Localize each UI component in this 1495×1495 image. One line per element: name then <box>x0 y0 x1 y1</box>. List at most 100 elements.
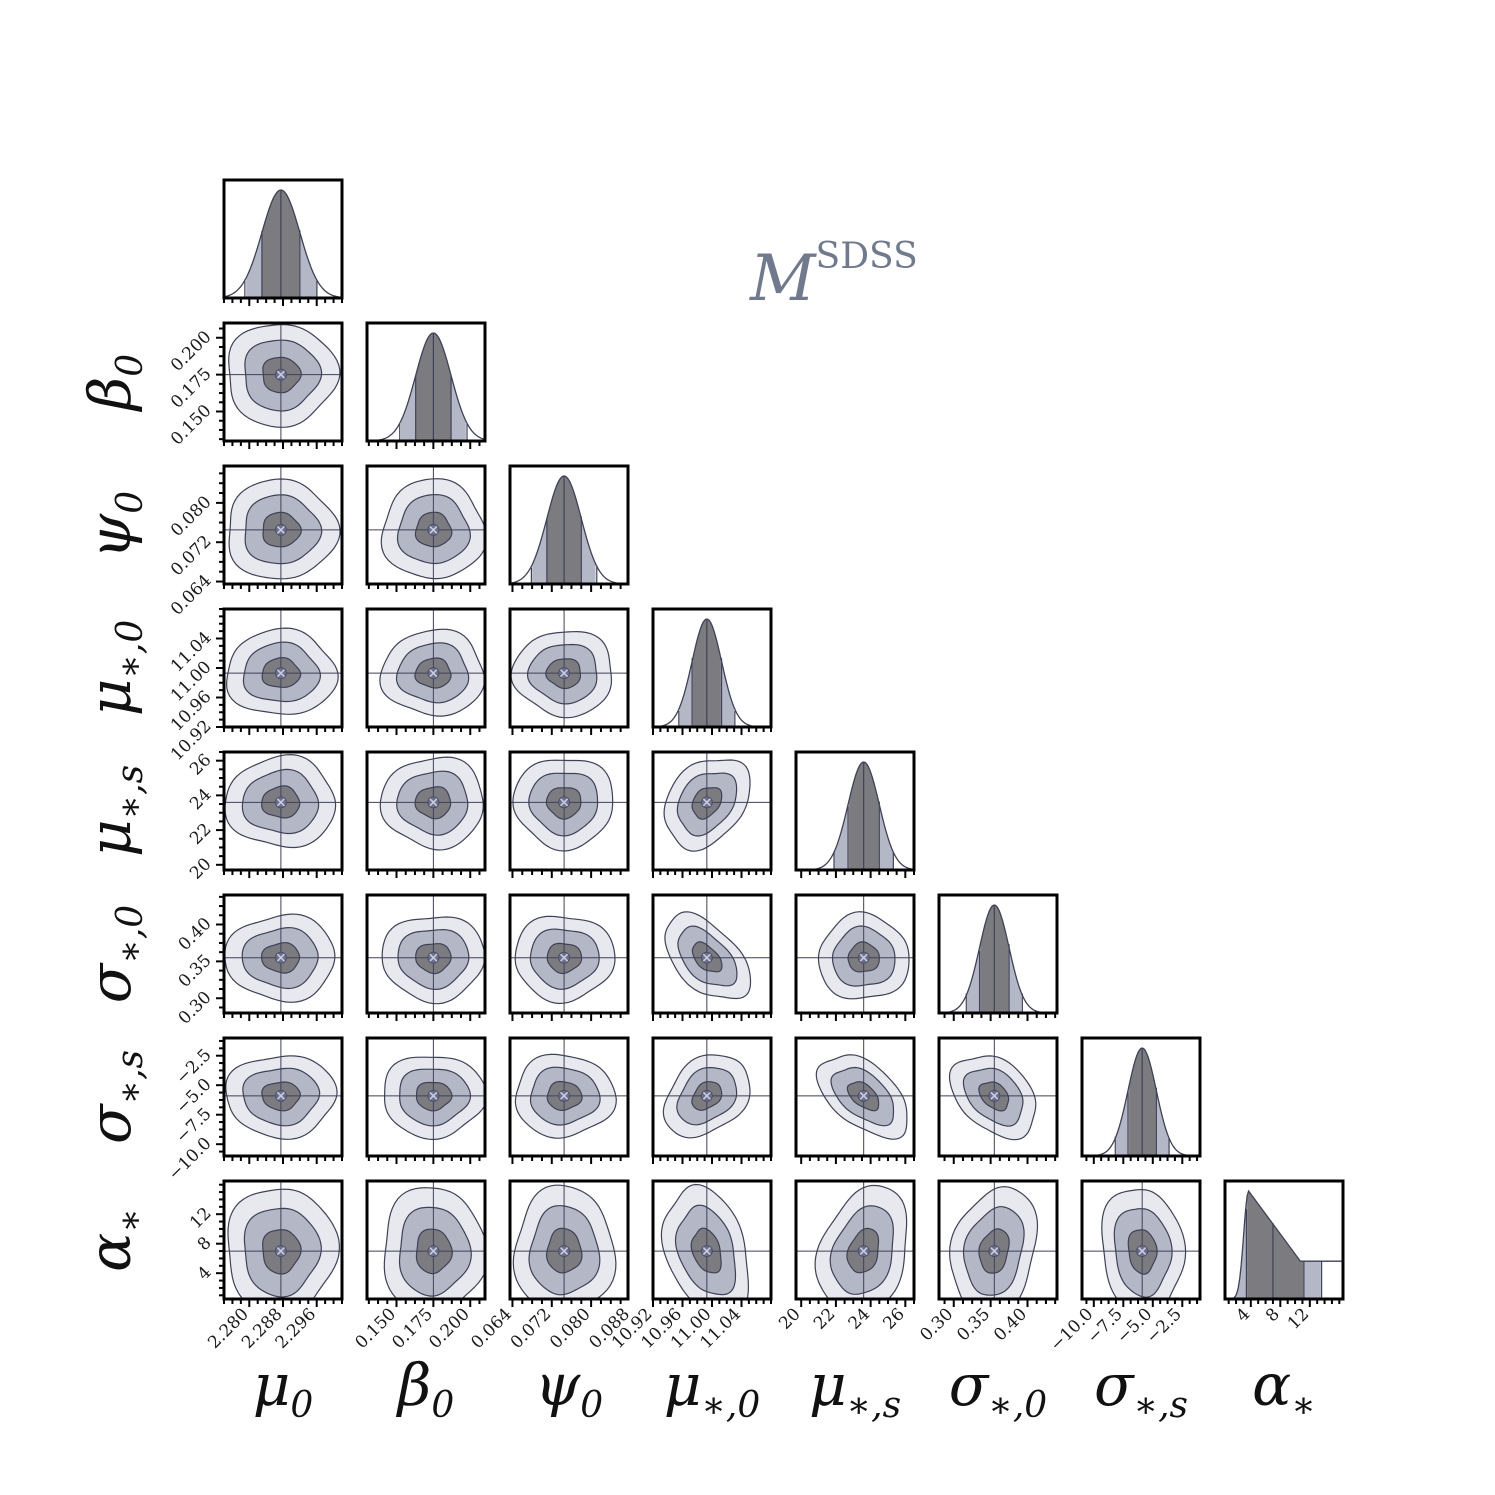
contour-panel-7-6 <box>1080 1179 1202 1307</box>
y-tick-label: 0.200 <box>167 327 216 376</box>
truth-marker-cross <box>990 1091 999 1100</box>
contour-panel-4-3 <box>651 750 773 878</box>
truth-marker-cross <box>859 953 868 962</box>
y-axis-label: ψ0 <box>76 491 151 559</box>
y-axis-label: μ∗,0 <box>76 620 151 717</box>
contour-panel-7-5 <box>937 1179 1059 1307</box>
x-tick-label: 0.150 <box>351 1304 400 1353</box>
x-axis-label-symbol: μ <box>809 1351 847 1419</box>
y-axis-label-symbol: ψ <box>76 513 144 559</box>
panel-frame <box>508 464 630 586</box>
truth-marker-cross <box>560 798 569 807</box>
x-tick-label: 22 <box>810 1304 839 1333</box>
x-tick-label: 0.40 <box>990 1304 1031 1345</box>
contour-panel-7-3 <box>651 1179 773 1307</box>
chart-title-sup: SDSS <box>816 236 918 277</box>
x-axis-label-subscript: 0 <box>431 1385 454 1426</box>
x-tick-label: 0.35 <box>953 1304 994 1345</box>
x-axis-label-symbol: μ <box>664 1351 702 1419</box>
x-tick-label: 8 <box>1262 1304 1284 1326</box>
y-axis-label-symbol: μ <box>76 679 144 717</box>
x-axis-label-subscript: 0 <box>290 1385 313 1426</box>
y-tick-label: 8 <box>194 1233 216 1255</box>
y-axis-label-subscript: 0 <box>110 354 151 377</box>
panel-frame <box>1223 1179 1345 1301</box>
x-axis-label-subscript: ∗,s <box>847 1385 901 1426</box>
x-tick-label: 20 <box>775 1304 804 1333</box>
truth-marker-cross <box>702 798 711 807</box>
x-axis-label-subscript: ∗ <box>1291 1385 1315 1426</box>
contour-panel-7-1 <box>365 1179 487 1307</box>
y-tick-label: 0.30 <box>175 988 216 1029</box>
contour-panel-6-3 <box>651 1036 773 1164</box>
y-axis-label-symbol: μ <box>76 819 144 857</box>
histogram-panel-0 <box>222 178 344 306</box>
contour-panel-5-0 <box>216 893 344 1021</box>
truth-marker-cross <box>859 1091 868 1100</box>
contour-panel-7-4 <box>794 1179 916 1307</box>
x-tick-label: −2.5 <box>1143 1304 1186 1347</box>
truth-marker-cross <box>429 1091 438 1100</box>
truth-marker-cross <box>276 1246 285 1256</box>
contour-panel-2-0 <box>216 464 344 592</box>
histogram-outline <box>224 189 342 298</box>
y-tick-label: 24 <box>186 785 215 814</box>
truth-marker-cross <box>1138 1246 1147 1256</box>
y-tick-label: 0.064 <box>167 571 216 620</box>
x-axis-label: μ0 <box>253 1351 314 1426</box>
x-axis-label-symbol: ψ <box>535 1351 581 1419</box>
x-tick-label: 26 <box>879 1304 908 1333</box>
y-axis-label-symbol: α <box>76 1233 144 1272</box>
panel-frame <box>794 893 916 1015</box>
contour-panel-2-1 <box>365 464 487 592</box>
x-axis-label: β0 <box>396 1351 454 1426</box>
truth-marker-cross <box>560 953 569 962</box>
contour-panel-5-4 <box>794 893 916 1021</box>
x-tick-label: 4 <box>1233 1304 1255 1326</box>
x-axis-label: σ∗,0 <box>949 1351 1047 1426</box>
panel-frame <box>794 1036 916 1158</box>
truth-marker-cross <box>560 1091 569 1100</box>
panel-frame <box>365 893 487 1015</box>
y-axis-label: α∗ <box>76 1208 151 1272</box>
truth-marker-cross <box>702 1091 711 1100</box>
y-tick-label: 20 <box>186 854 215 883</box>
y-tick-label: 0.175 <box>167 364 216 413</box>
histogram-panel-6 <box>1080 1036 1202 1164</box>
chart-title: MSDSS <box>749 236 918 316</box>
panel-frame <box>508 1179 630 1301</box>
x-tick-label: 0.30 <box>916 1304 957 1345</box>
histogram-outline <box>510 475 628 584</box>
truth-marker-cross <box>276 669 285 678</box>
x-axis-label-subscript: 0 <box>580 1385 603 1426</box>
x-tick-label: 0.200 <box>425 1304 474 1353</box>
panel-frame <box>794 1179 916 1301</box>
x-tick-label: 24 <box>845 1304 874 1333</box>
y-axis-label: β0 <box>76 354 151 412</box>
contour-panel-6-5 <box>937 1036 1059 1164</box>
truth-marker-cross <box>429 953 438 962</box>
truth-marker-cross <box>702 953 711 962</box>
truth-marker-cross <box>276 798 285 807</box>
x-axis-label: α∗ <box>1252 1351 1316 1426</box>
x-axis-label: μ∗,s <box>809 1351 901 1426</box>
y-tick-label: 12 <box>186 1204 215 1233</box>
x-axis-label-subscript: ∗,0 <box>701 1385 760 1426</box>
truth-marker-cross <box>276 370 285 379</box>
y-axis-label-subscript: ∗,s <box>110 1050 151 1104</box>
panel-frame <box>1080 1179 1202 1301</box>
truth-marker-cross <box>429 525 438 534</box>
x-tick-label: 12 <box>1284 1304 1313 1333</box>
truth-marker-cross <box>429 798 438 807</box>
x-axis-label: σ∗,s <box>1094 1351 1188 1426</box>
contour-panel-5-2 <box>508 893 630 1021</box>
y-axis-label-subscript: ∗,0 <box>110 905 151 964</box>
panel-frame <box>937 1036 1059 1158</box>
truth-marker-cross <box>560 669 569 678</box>
contour-panel-7-0 <box>216 1179 344 1307</box>
y-tick-label: 0.150 <box>167 401 216 450</box>
y-axis-label-subscript: ∗,s <box>110 765 151 819</box>
truth-marker-cross <box>859 1246 868 1256</box>
histogram-panel-2 <box>508 464 630 592</box>
x-axis-label-symbol: β <box>396 1351 432 1419</box>
